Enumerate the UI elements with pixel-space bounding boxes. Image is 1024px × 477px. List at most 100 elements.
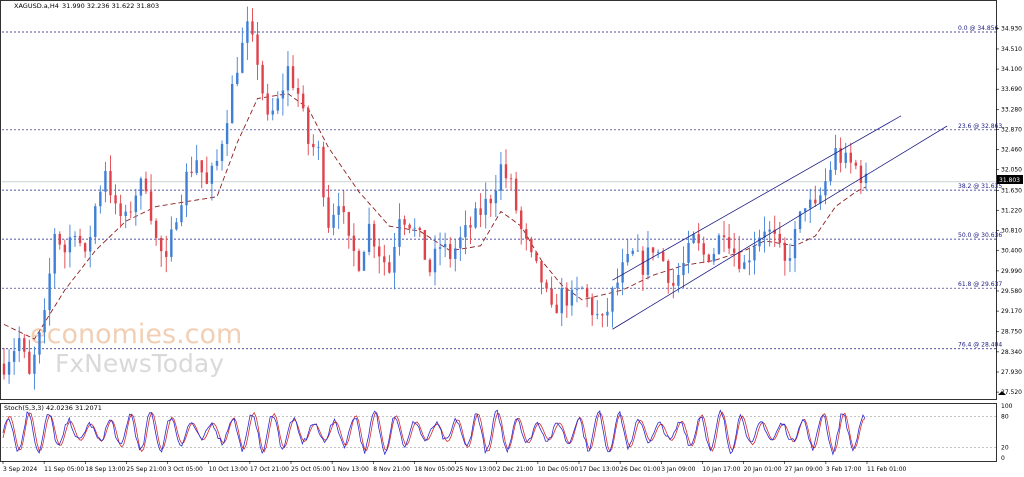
candle-body	[165, 251, 168, 257]
fib-level-label: 50.0 @ 30.636	[958, 232, 1002, 239]
candle-body	[839, 148, 842, 163]
candle-body	[717, 235, 721, 254]
time-tick-label: 26 Dec 01:00	[620, 466, 661, 473]
candle-body	[413, 227, 416, 229]
candles	[2, 6, 868, 390]
candle-body	[236, 72, 239, 84]
candle-body	[291, 66, 295, 89]
candle-body	[119, 203, 122, 217]
candle-body	[438, 247, 442, 249]
price-tick-label: 29.580	[1001, 288, 1022, 295]
price-tick-label: 28.340	[1001, 349, 1022, 356]
time-axis: 3 Sep 2024 11 Sep 05:00 18 Sep 13:00 25 Sep…	[2, 461, 907, 473]
price-tick-label: 31.630	[1001, 187, 1022, 194]
candle-body	[210, 165, 214, 184]
candle-body	[616, 282, 619, 289]
candle-body	[403, 219, 406, 225]
candle-body	[271, 110, 274, 115]
stoch-tick-label: 80	[1001, 413, 1009, 420]
candle-body	[327, 197, 330, 228]
candle-body	[636, 250, 640, 252]
watermark-economies: economies.com	[30, 319, 242, 350]
time-tick-label: 11 Sep 05:00	[44, 466, 84, 473]
candle-body	[408, 224, 411, 229]
candle-body	[190, 171, 193, 174]
candle-body	[692, 234, 695, 243]
time-tick-label: 25 Sep 21:00	[126, 466, 166, 473]
candle-body	[565, 288, 569, 306]
time-tick-label: 10 Jan 17:00	[702, 466, 740, 473]
candle-body	[23, 338, 26, 352]
candle-body	[276, 98, 280, 111]
time-tick-label: 25 Oct 05:00	[291, 466, 330, 473]
candle-body	[109, 170, 112, 196]
price-tick-label: 30.810	[1001, 228, 1022, 235]
candle-body	[18, 338, 21, 352]
candle-body	[697, 234, 700, 244]
candle-body	[180, 205, 183, 223]
time-tick-label: 25 Nov 13:00	[456, 466, 497, 473]
fib-level-label: 76.4 @ 28.404	[958, 342, 1002, 349]
candle-body	[677, 275, 680, 286]
candle-body	[793, 229, 797, 259]
candle-body	[504, 164, 508, 179]
candle-body	[195, 160, 198, 174]
candle-body	[454, 248, 457, 259]
candle-body	[687, 242, 690, 263]
price-tick-label: 34.510	[1001, 46, 1022, 53]
last-price-tag: 31.803	[999, 177, 1020, 184]
time-tick-label: 18 Nov 05:00	[414, 466, 455, 473]
last-price-tag-box	[997, 175, 1023, 184]
candle-body	[479, 208, 482, 215]
candle-body	[134, 195, 138, 213]
candle-body	[864, 173, 868, 184]
candle-body	[758, 237, 761, 247]
candle-body	[631, 250, 634, 254]
price-tick-label: 34.100	[1001, 66, 1022, 73]
candle-body	[281, 90, 285, 99]
candle-body	[803, 208, 807, 212]
price-tick-label: 34.930	[1001, 25, 1022, 32]
fib-level-label: 0.0 @ 34.856	[958, 25, 999, 32]
trend-channel	[612, 115, 948, 330]
time-tick-label: 2 Dec 21:00	[497, 466, 534, 473]
candle-body	[509, 178, 513, 180]
candle-body	[53, 233, 56, 274]
candle-body	[443, 244, 447, 248]
candle-body	[596, 314, 599, 316]
price-tick-label: 27.930	[1001, 369, 1022, 376]
time-tick-label: 1 Nov 13:00	[332, 466, 369, 473]
candle-body	[383, 256, 386, 263]
candle-body	[159, 237, 163, 252]
time-tick-label: 20 Jan 01:00	[744, 466, 782, 473]
fib-level-label: 61.8 @ 29.637	[958, 281, 1002, 288]
price-tick-label: 32.870	[1001, 126, 1022, 133]
candle-body	[337, 206, 340, 215]
candle-body	[322, 146, 325, 198]
candle-body	[230, 83, 234, 124]
candle-body	[525, 229, 528, 239]
candle-body	[621, 262, 624, 283]
time-tick-label: 3 Sep 2024	[3, 466, 37, 473]
candle-body	[788, 258, 792, 261]
scroll-marker-icon	[998, 391, 1006, 395]
candle-body	[99, 191, 102, 207]
candle-body	[575, 288, 579, 290]
candle-body	[540, 261, 543, 283]
candle-body	[220, 143, 224, 161]
stoch-main-line	[2, 409, 866, 456]
candle-body	[651, 247, 655, 253]
candle-body	[570, 289, 574, 306]
ohlc-header: 31.990 32.236 31.622 31.803	[62, 2, 159, 10]
candle-body	[241, 42, 244, 73]
candle-body	[307, 108, 310, 144]
candle-body	[672, 282, 675, 286]
candle-body	[251, 21, 254, 35]
channel-upper-line	[612, 115, 902, 281]
stoch-signal-line	[2, 411, 866, 453]
candle-body	[560, 288, 563, 314]
price-tick-label: 32.460	[1001, 147, 1022, 154]
time-tick-label: 18 Sep 13:00	[85, 466, 125, 473]
candle-body	[494, 190, 498, 204]
